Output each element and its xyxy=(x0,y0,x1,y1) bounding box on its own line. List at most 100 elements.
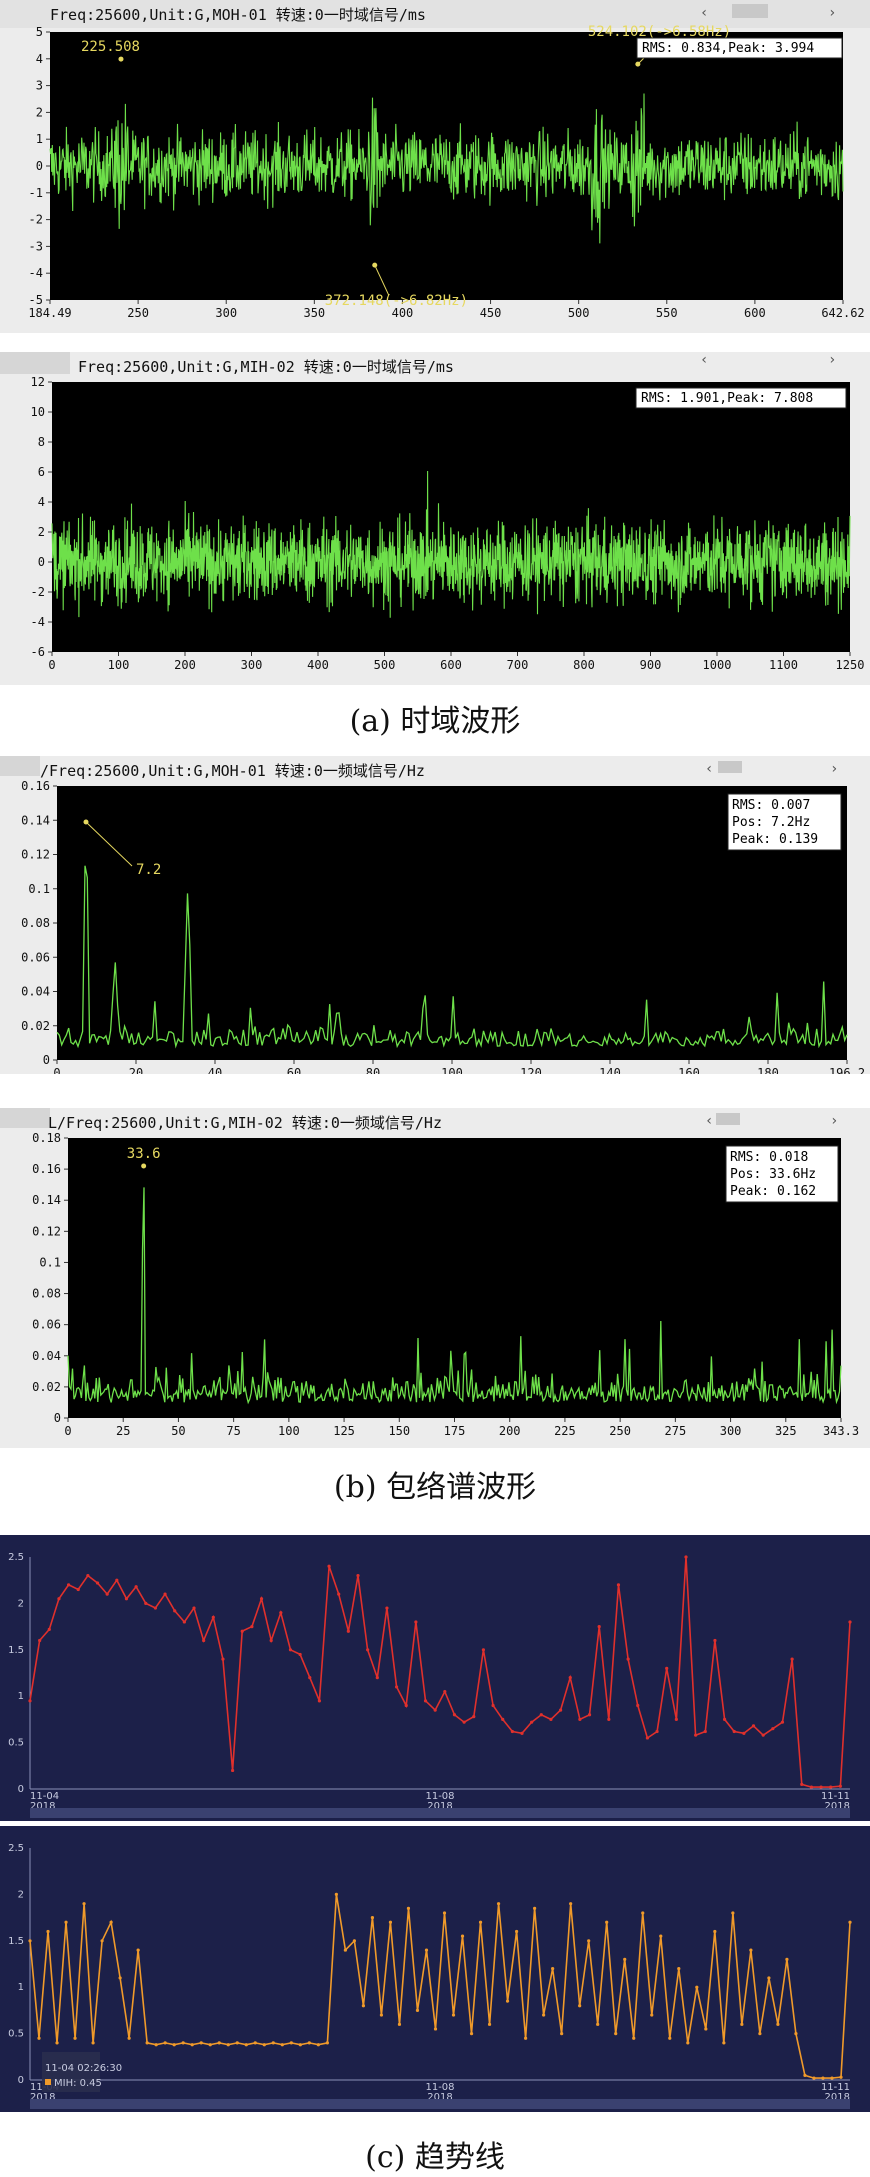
trend-point xyxy=(605,1920,609,1924)
y-tick-label: -6 xyxy=(31,645,45,659)
trend-point xyxy=(190,2043,194,2047)
y-tick-label: 0.02 xyxy=(32,1380,61,1394)
trend-point xyxy=(235,2041,239,2045)
stats-box xyxy=(635,387,847,409)
envelope-spectrum-chart-moh01: /Freq:25600,Unit:G,MOH-01 转速:0一频域信号/Hz ‹… xyxy=(0,756,870,1074)
trend-point xyxy=(578,1717,582,1721)
annotation-marker xyxy=(118,56,124,62)
scroll-right-icon[interactable]: › xyxy=(830,761,838,777)
trend-point xyxy=(704,2027,708,2031)
y-tick-label: 0.1 xyxy=(28,882,50,896)
trend-point xyxy=(501,1717,505,1721)
trend-point xyxy=(520,1731,524,1735)
trend-point xyxy=(271,2041,275,2045)
trend-point xyxy=(821,2076,825,2080)
trend-point xyxy=(375,1676,379,1680)
x-tick-label: 500 xyxy=(568,306,590,320)
time-range-scrollbar[interactable] xyxy=(30,1808,850,1818)
trend-point xyxy=(118,1976,122,1980)
tooltip-value: MIH: 0.45 xyxy=(54,2078,102,2089)
y-tick-label: 5 xyxy=(36,25,43,39)
y-tick-label: 10 xyxy=(31,405,45,419)
trend-point xyxy=(645,1736,650,1740)
trend-point xyxy=(404,1703,408,1708)
trend-point xyxy=(616,1583,621,1587)
scroll-thumb[interactable] xyxy=(716,1113,740,1125)
trend-point xyxy=(181,2041,185,2045)
scroll-left-icon[interactable]: ‹ xyxy=(700,352,708,368)
y-tick-label: 0.08 xyxy=(21,916,50,930)
trend-line xyxy=(29,1556,851,1788)
scroll-right-icon[interactable]: › xyxy=(830,1113,838,1129)
y-tick-label: 0 xyxy=(36,159,43,173)
trend-point xyxy=(163,1592,167,1596)
y-tick-label: 1.5 xyxy=(8,1936,24,1947)
trend-point xyxy=(839,2075,843,2079)
trend-point xyxy=(163,2041,167,2045)
scroll-right-icon[interactable]: › xyxy=(828,352,836,368)
trend-point xyxy=(28,1699,32,1703)
trend-point xyxy=(530,1720,534,1724)
trend-point xyxy=(549,1717,553,1721)
scroll-thumb[interactable] xyxy=(732,4,768,18)
scroll-left-icon[interactable]: ‹ xyxy=(705,761,713,777)
x-tick-label: 250 xyxy=(609,1424,631,1438)
annotation-label: 524.102(->6.58Hz) xyxy=(588,24,731,40)
trend-point xyxy=(327,1564,331,1568)
scroll-left-icon[interactable]: ‹ xyxy=(700,5,708,21)
trend-point xyxy=(86,1573,90,1578)
trend-point xyxy=(47,1627,51,1631)
x-tick-year: 2018 xyxy=(427,1801,452,1812)
x-tick-label: 180 xyxy=(757,1066,779,1074)
trend-point xyxy=(551,1967,555,1971)
trend-point xyxy=(481,1648,486,1652)
time-domain-chart-moh01: Freq:25600,Unit:G,MOH-01 转速:0一时域信号/ms ‹ … xyxy=(0,0,870,333)
envelope-spectrum-chart-mih02-svg: L/Freq:25600,Unit:G,MIH-02 转速:0一频域信号/Hz … xyxy=(0,1108,870,1448)
x-tick-label: 300 xyxy=(720,1424,742,1438)
trend-point xyxy=(722,1717,727,1721)
trend-point xyxy=(848,1620,852,1624)
signal-trace xyxy=(51,470,851,618)
x-tick-label: 196.2 xyxy=(829,1066,865,1074)
trend-point xyxy=(73,2036,77,2040)
x-tick-year: 2018 xyxy=(30,2092,55,2103)
trend-point xyxy=(55,2041,59,2045)
stats-peak: Peak: 0.162 xyxy=(730,1184,816,1199)
trend-point xyxy=(596,2022,600,2026)
trend-point xyxy=(370,1916,375,1920)
trend-point xyxy=(674,1717,678,1721)
x-tick-label: 0 xyxy=(48,658,55,672)
x-tick-label: 150 xyxy=(388,1424,410,1438)
scroll-right-icon[interactable]: › xyxy=(828,5,836,21)
trend-point xyxy=(361,2004,366,2008)
trend-point xyxy=(337,1592,341,1596)
tooltip-time: 11-04 02:26:30 xyxy=(45,2063,122,2074)
scroll-thumb[interactable] xyxy=(718,761,742,773)
x-tick-label: 75 xyxy=(226,1424,240,1438)
x-tick-label: 500 xyxy=(374,658,396,672)
y-tick-label: 1 xyxy=(18,1982,24,1993)
trend-point xyxy=(397,2022,402,2026)
trend-point xyxy=(388,1920,393,1924)
x-tick-label: 600 xyxy=(744,306,766,320)
trend-point xyxy=(452,1713,457,1717)
x-tick-label: 100 xyxy=(278,1424,300,1438)
trend-point xyxy=(343,1948,347,1952)
trend-point xyxy=(366,1648,370,1652)
trend-point xyxy=(655,1729,659,1734)
trend-point xyxy=(172,2043,176,2047)
y-tick-label: -4 xyxy=(31,615,45,629)
x-tick-label: 160 xyxy=(678,1066,700,1074)
y-tick-label: -1 xyxy=(29,186,43,200)
trend-point xyxy=(250,1625,254,1629)
trend-chart-orange-svg: 2.521.510.5011-04201811-08201811-112018 … xyxy=(0,1826,870,2112)
scroll-left-icon[interactable]: ‹ xyxy=(705,1113,713,1129)
x-tick-label: 120 xyxy=(520,1066,542,1074)
time-range-scrollbar[interactable] xyxy=(30,2099,850,2109)
trend-point xyxy=(379,2013,384,2017)
x-tick-label: 800 xyxy=(573,658,595,672)
trend-point xyxy=(262,2043,266,2047)
y-tick-label: 0.08 xyxy=(32,1287,61,1301)
tab-stub xyxy=(0,1108,50,1128)
